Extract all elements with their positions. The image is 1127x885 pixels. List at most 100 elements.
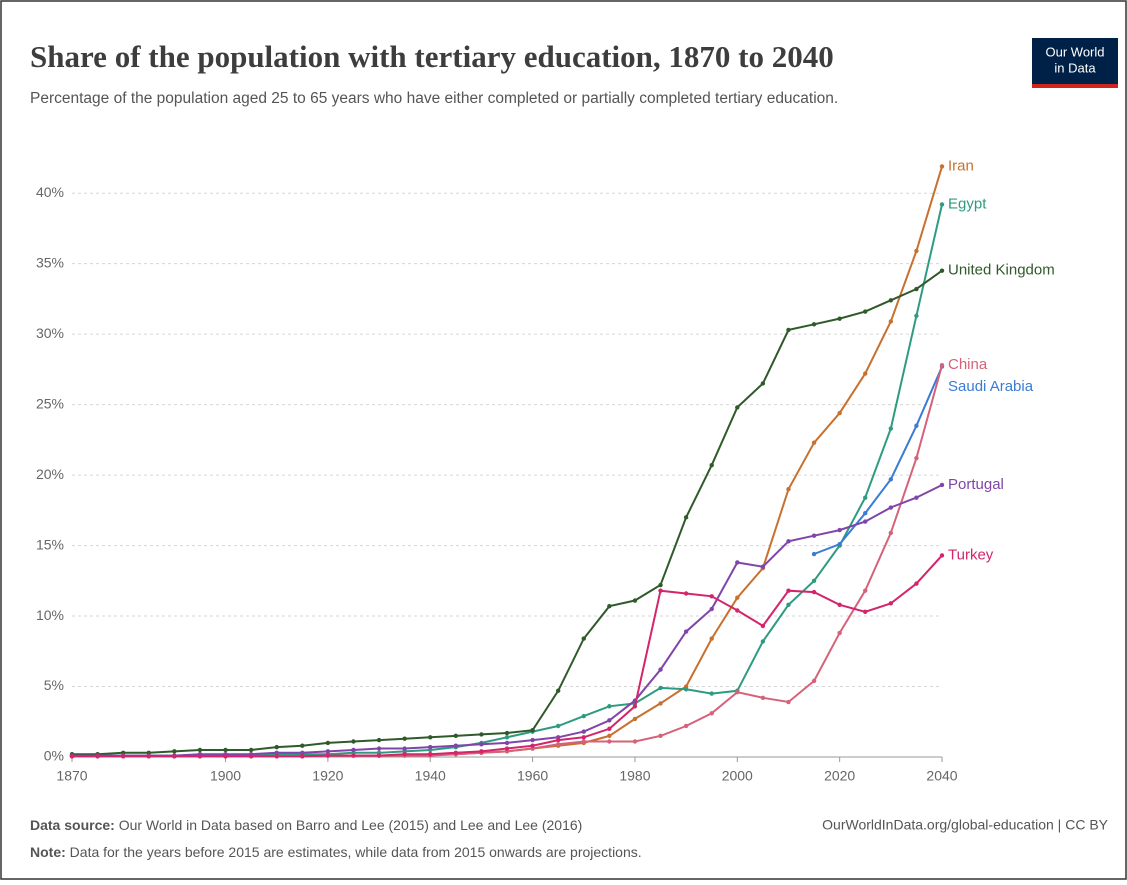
data-point <box>428 744 433 750</box>
data-point <box>402 746 407 751</box>
data-point <box>402 736 407 741</box>
data-point <box>811 578 817 584</box>
data-point <box>735 689 740 695</box>
data-point <box>811 678 817 684</box>
note-text: Data for the years before 2015 are estim… <box>70 844 642 860</box>
data-point <box>376 746 382 751</box>
logo-text: in Data <box>1054 60 1096 75</box>
data-point <box>555 742 561 747</box>
series-line <box>813 366 943 555</box>
data-point <box>658 733 663 739</box>
data-point <box>223 754 228 759</box>
data-point <box>274 754 279 759</box>
x-tick-label: 1870 <box>56 768 87 784</box>
series-label: Portugal <box>948 476 1004 493</box>
subtitle-box: Percentage of the population aged 25 to … <box>30 90 838 107</box>
data-point <box>863 309 868 314</box>
data-point <box>888 505 894 510</box>
data-point <box>760 623 766 629</box>
data-point <box>683 687 689 692</box>
data-point <box>120 754 126 759</box>
data-point <box>223 747 228 753</box>
data-point <box>786 539 791 544</box>
data-point <box>453 733 459 739</box>
source-label: Data source: <box>30 817 115 833</box>
y-tick-label: 5% <box>44 677 64 693</box>
x-tick-label: 2040 <box>926 768 957 784</box>
data-point <box>760 639 766 644</box>
data-point <box>530 743 535 748</box>
source-text: Our World in Data based on Barro and Lee… <box>119 817 583 833</box>
data-point <box>376 737 382 743</box>
data-point <box>837 316 842 321</box>
data-point <box>837 602 842 607</box>
x-tick-label: 2000 <box>722 768 753 784</box>
data-point <box>811 322 817 327</box>
data-point <box>555 723 561 729</box>
data-point <box>95 754 100 759</box>
data-point <box>683 629 689 634</box>
data-point <box>351 739 356 744</box>
data-point <box>811 589 817 595</box>
x-tick-label: 1920 <box>312 768 343 784</box>
data-point <box>248 747 254 753</box>
data-point <box>607 739 612 744</box>
data-point <box>581 713 586 719</box>
data-point <box>786 327 791 333</box>
data-point <box>504 746 510 751</box>
data-point <box>581 636 586 641</box>
data-point <box>888 319 894 324</box>
series-label: United Kingdom <box>948 262 1055 279</box>
y-tick-label: 15% <box>36 536 64 552</box>
x-tick-label: 1900 <box>210 768 241 784</box>
data-point <box>914 313 919 319</box>
data-point <box>786 588 791 593</box>
data-point <box>172 754 177 759</box>
data-point <box>504 740 510 746</box>
data-point <box>914 248 919 254</box>
data-point <box>351 753 356 758</box>
data-point <box>811 533 817 538</box>
data-point <box>863 510 868 516</box>
x-tick-label: 2020 <box>824 768 855 784</box>
data-point <box>735 608 740 613</box>
data-point <box>709 636 714 641</box>
data-point <box>300 743 305 748</box>
data-point <box>863 519 868 524</box>
y-tick-label: 10% <box>36 607 64 623</box>
data-point <box>658 588 663 593</box>
data-point <box>888 477 894 482</box>
series-label: Saudi Arabia <box>948 378 1034 395</box>
data-point <box>504 735 510 740</box>
data-point <box>786 699 791 705</box>
data-point <box>786 486 791 492</box>
data-point <box>811 440 817 445</box>
y-tick-label: 35% <box>36 254 64 270</box>
series-label: Turkey <box>948 546 994 563</box>
data-point <box>863 609 868 615</box>
data-point <box>607 718 612 723</box>
data-point <box>402 751 407 757</box>
data-point <box>607 704 612 709</box>
data-point <box>607 603 612 609</box>
data-point <box>300 754 305 759</box>
data-point <box>914 423 919 428</box>
data-point <box>581 735 586 740</box>
data-point <box>325 753 331 758</box>
data-point <box>888 530 894 536</box>
x-tick-label: 1940 <box>415 768 446 784</box>
data-point <box>683 591 689 596</box>
data-point <box>632 704 638 709</box>
data-point <box>683 515 689 520</box>
logo-bar <box>1032 84 1118 88</box>
data-point <box>632 598 638 603</box>
data-point <box>453 750 459 755</box>
data-point <box>248 754 254 759</box>
data-point <box>709 691 714 696</box>
data-point <box>760 564 766 569</box>
data-point <box>760 381 766 386</box>
data-point <box>735 405 740 410</box>
data-point <box>811 551 817 557</box>
